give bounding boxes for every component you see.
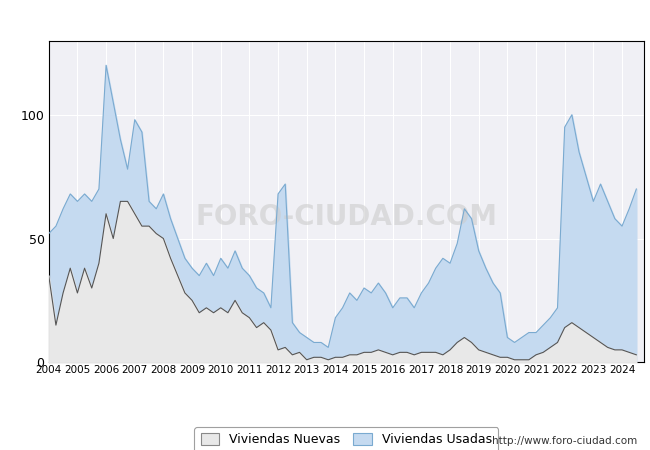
Text: FORO-CIUDAD.COM: FORO-CIUDAD.COM [195, 203, 497, 231]
Legend: Viviendas Nuevas, Viviendas Usadas: Viviendas Nuevas, Viviendas Usadas [194, 427, 498, 450]
Text: El Espinar - Evolucion del Nº de Transacciones Inmobiliarias: El Espinar - Evolucion del Nº de Transac… [107, 11, 543, 26]
Text: http://www.foro-ciudad.com: http://www.foro-ciudad.com [492, 436, 637, 446]
